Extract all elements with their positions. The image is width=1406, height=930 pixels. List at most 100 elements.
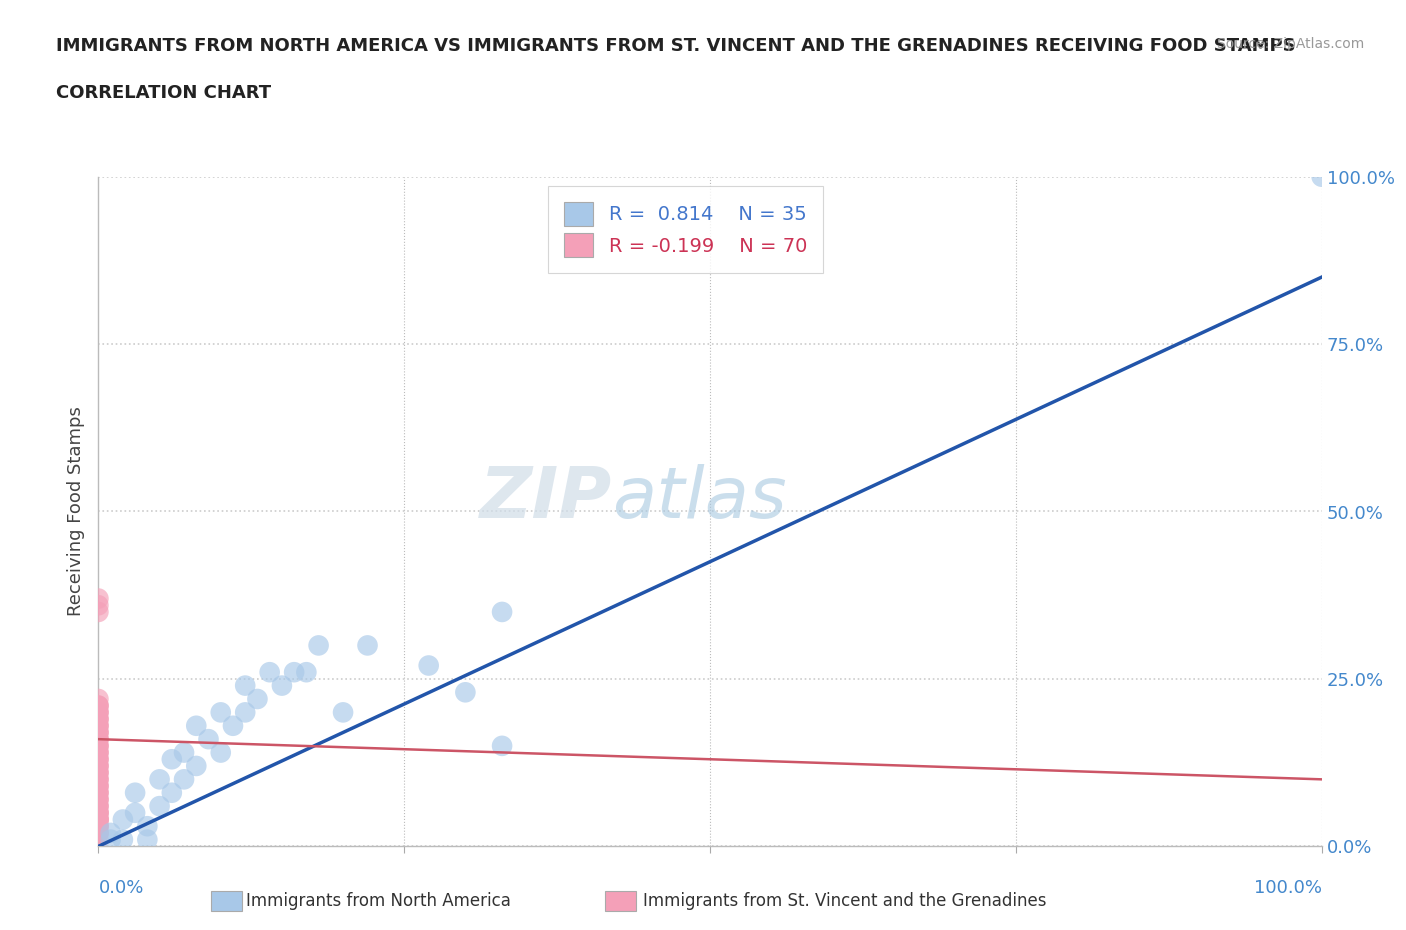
Point	[124, 785, 146, 800]
Point	[87, 785, 110, 800]
Point	[87, 745, 110, 760]
Point	[87, 718, 110, 733]
Point	[87, 732, 110, 747]
Point	[209, 745, 232, 760]
Point	[87, 725, 110, 740]
Point	[246, 692, 269, 707]
Point	[136, 832, 159, 847]
Point	[209, 705, 232, 720]
Point	[173, 772, 195, 787]
Point	[136, 818, 159, 833]
Point	[491, 738, 513, 753]
Point	[87, 778, 110, 793]
Point	[87, 725, 110, 740]
Point	[418, 658, 440, 673]
Point	[100, 826, 122, 841]
Point	[87, 812, 110, 827]
Point	[87, 698, 110, 713]
Point	[87, 765, 110, 780]
Point	[87, 792, 110, 807]
Point	[87, 799, 110, 814]
Point	[87, 711, 110, 726]
Text: IMMIGRANTS FROM NORTH AMERICA VS IMMIGRANTS FROM ST. VINCENT AND THE GRENADINES : IMMIGRANTS FROM NORTH AMERICA VS IMMIGRA…	[56, 37, 1296, 55]
Point	[491, 604, 513, 619]
Point	[149, 799, 172, 814]
Point	[87, 818, 110, 833]
Text: Source: ZipAtlas.com: Source: ZipAtlas.com	[1216, 37, 1364, 51]
Point	[87, 826, 110, 841]
Point	[87, 604, 110, 619]
Point	[87, 778, 110, 793]
Point	[160, 751, 183, 766]
Point	[87, 705, 110, 720]
Point	[87, 812, 110, 827]
Point	[87, 725, 110, 740]
Point	[87, 738, 110, 753]
Point	[87, 759, 110, 774]
Point	[87, 805, 110, 820]
Point	[87, 718, 110, 733]
Point	[87, 785, 110, 800]
Point	[149, 772, 172, 787]
Point	[87, 759, 110, 774]
Point	[87, 805, 110, 820]
Point	[87, 778, 110, 793]
Point	[87, 785, 110, 800]
Point	[87, 751, 110, 766]
Point	[87, 591, 110, 606]
Point	[233, 678, 256, 693]
Point	[87, 812, 110, 827]
Point	[87, 745, 110, 760]
Point	[87, 812, 110, 827]
Text: Immigrants from St. Vincent and the Grenadines: Immigrants from St. Vincent and the Gren…	[643, 892, 1046, 910]
Point	[100, 832, 122, 847]
Point	[87, 698, 110, 713]
Point	[87, 759, 110, 774]
Point	[87, 799, 110, 814]
Point	[87, 705, 110, 720]
Point	[87, 818, 110, 833]
Point	[160, 785, 183, 800]
Text: 100.0%: 100.0%	[1254, 879, 1322, 897]
Point	[454, 684, 477, 699]
Point	[270, 678, 294, 693]
Legend: R =  0.814    N = 35, R = -0.199    N = 70: R = 0.814 N = 35, R = -0.199 N = 70	[548, 186, 823, 272]
Point	[87, 751, 110, 766]
Point	[295, 665, 318, 680]
Point	[1310, 169, 1333, 184]
Point	[87, 711, 110, 726]
Point	[87, 805, 110, 820]
Point	[87, 772, 110, 787]
Point	[197, 732, 219, 747]
Point	[124, 805, 146, 820]
Point	[87, 772, 110, 787]
Point	[87, 718, 110, 733]
Point	[87, 826, 110, 841]
Point	[87, 799, 110, 814]
Point	[87, 765, 110, 780]
Y-axis label: Receiving Food Stamps: Receiving Food Stamps	[66, 406, 84, 617]
Point	[308, 638, 330, 653]
Point	[87, 698, 110, 713]
Point	[87, 818, 110, 833]
Point	[186, 718, 208, 733]
Point	[356, 638, 378, 653]
Point	[87, 738, 110, 753]
Point	[87, 805, 110, 820]
Text: Immigrants from North America: Immigrants from North America	[246, 892, 510, 910]
Point	[87, 765, 110, 780]
Point	[233, 705, 256, 720]
Point	[259, 665, 281, 680]
Point	[186, 759, 208, 774]
Text: ZIP: ZIP	[479, 464, 612, 533]
Point	[87, 705, 110, 720]
Point	[87, 738, 110, 753]
Text: atlas: atlas	[612, 464, 787, 533]
Point	[87, 732, 110, 747]
Point	[87, 826, 110, 841]
Point	[87, 732, 110, 747]
Point	[87, 692, 110, 707]
Point	[87, 812, 110, 827]
Point	[173, 745, 195, 760]
Point	[87, 792, 110, 807]
